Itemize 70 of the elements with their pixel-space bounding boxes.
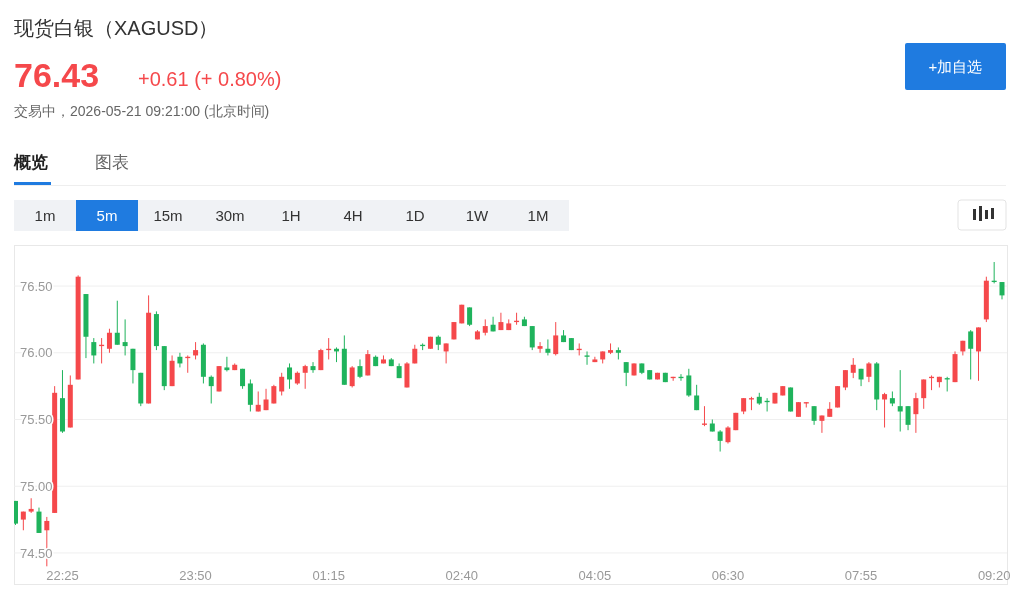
candlestick <box>490 316 496 332</box>
candlestick <box>882 392 888 429</box>
text: 4H <box>343 207 363 224</box>
candlestick <box>224 356 230 372</box>
candlestick <box>14 500 18 526</box>
x-tick-label: 01:15 <box>312 567 345 583</box>
text: 5m <box>96 207 118 224</box>
x-tick-label: 02:40 <box>445 567 479 583</box>
y-tick-label: 76.00 <box>20 345 53 361</box>
y-tick-label: 76.50 <box>20 278 53 294</box>
candlestick <box>529 325 535 351</box>
y-tick-label: 75.00 <box>20 478 53 494</box>
candlestick <box>584 350 590 366</box>
text: +0.61 (+ 0.80%) <box>138 68 282 90</box>
candlestick <box>302 364 308 390</box>
candlestick <box>686 368 692 398</box>
candlestick <box>694 384 700 411</box>
candlestick <box>866 361 872 383</box>
candlestick <box>122 318 128 356</box>
text: 图表 <box>95 153 129 172</box>
candlestick <box>365 349 371 376</box>
x-tick-label: 07:55 <box>844 567 878 583</box>
x-tick-label: 06:30 <box>711 567 745 583</box>
candlestick <box>247 378 253 412</box>
candlestick <box>349 365 355 388</box>
candlestick <box>467 306 473 327</box>
candlestick <box>106 328 112 354</box>
candlestick <box>498 312 504 331</box>
text: 概览 <box>13 153 48 172</box>
text: 30m <box>215 207 245 224</box>
candlestick <box>717 429 723 453</box>
text: 1H <box>281 207 301 224</box>
candlestick <box>279 372 285 396</box>
candlestick <box>36 507 42 534</box>
candlestick <box>553 321 559 356</box>
candlestick <box>842 369 848 391</box>
candlestick <box>623 361 629 387</box>
text: 1W <box>465 207 490 224</box>
text: 76.43 <box>14 56 100 94</box>
candlestick <box>357 358 363 379</box>
text: 1m <box>34 207 56 224</box>
candlestick <box>177 352 183 368</box>
x-tick-label: 09:20 <box>977 567 1011 583</box>
x-tick-label: 23:50 <box>179 567 212 583</box>
candlestick <box>897 369 903 433</box>
chart-subtitle: 交易中，2026-05-21 09:21:00 (北京时间) <box>14 103 270 119</box>
candlestick <box>850 357 856 379</box>
candlestick <box>537 341 543 354</box>
candlestick <box>91 337 97 364</box>
candlestick <box>968 329 974 380</box>
candlestick <box>905 405 911 431</box>
chart-title: 现货白银（XAGUSD） <box>14 17 219 39</box>
candlestick <box>545 338 551 356</box>
text: +加自选 <box>928 58 983 75</box>
candlestick <box>913 392 919 434</box>
candlestick <box>208 374 214 404</box>
candlestick <box>130 348 136 384</box>
candlestick <box>811 405 817 426</box>
x-tick-label: 04:05 <box>578 567 612 583</box>
candlestick <box>114 300 120 346</box>
candlestick <box>310 361 316 374</box>
text: 1M <box>527 207 549 224</box>
y-tick-label: 75.50 <box>20 412 53 428</box>
text: 15m <box>153 207 183 224</box>
candlestick <box>443 342 449 364</box>
x-tick-label: 22:25 <box>46 567 79 583</box>
candlestick <box>287 362 293 390</box>
candlestick <box>819 415 825 434</box>
candlestick <box>921 378 927 410</box>
text: 1D <box>405 207 425 224</box>
